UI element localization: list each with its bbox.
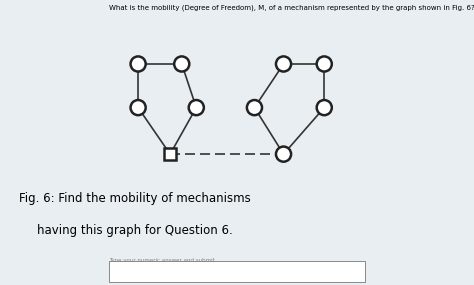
Circle shape [130,100,146,115]
Bar [164,148,176,160]
Text: Type your numeric answer and submit: Type your numeric answer and submit [109,258,215,263]
Circle shape [174,56,189,72]
Circle shape [130,56,146,72]
Text: What is the mobility (Degree of Freedom), M, of a mechanism represented by the g: What is the mobility (Degree of Freedom)… [109,4,474,11]
Circle shape [247,100,262,115]
Circle shape [317,56,332,72]
Circle shape [317,100,332,115]
Circle shape [276,146,291,162]
FancyBboxPatch shape [109,261,365,282]
Text: Fig. 6: Find the mobility of mechanisms: Fig. 6: Find the mobility of mechanisms [19,192,251,205]
Text: having this graph for Question 6.: having this graph for Question 6. [37,224,233,237]
Circle shape [189,100,204,115]
Circle shape [276,56,291,72]
